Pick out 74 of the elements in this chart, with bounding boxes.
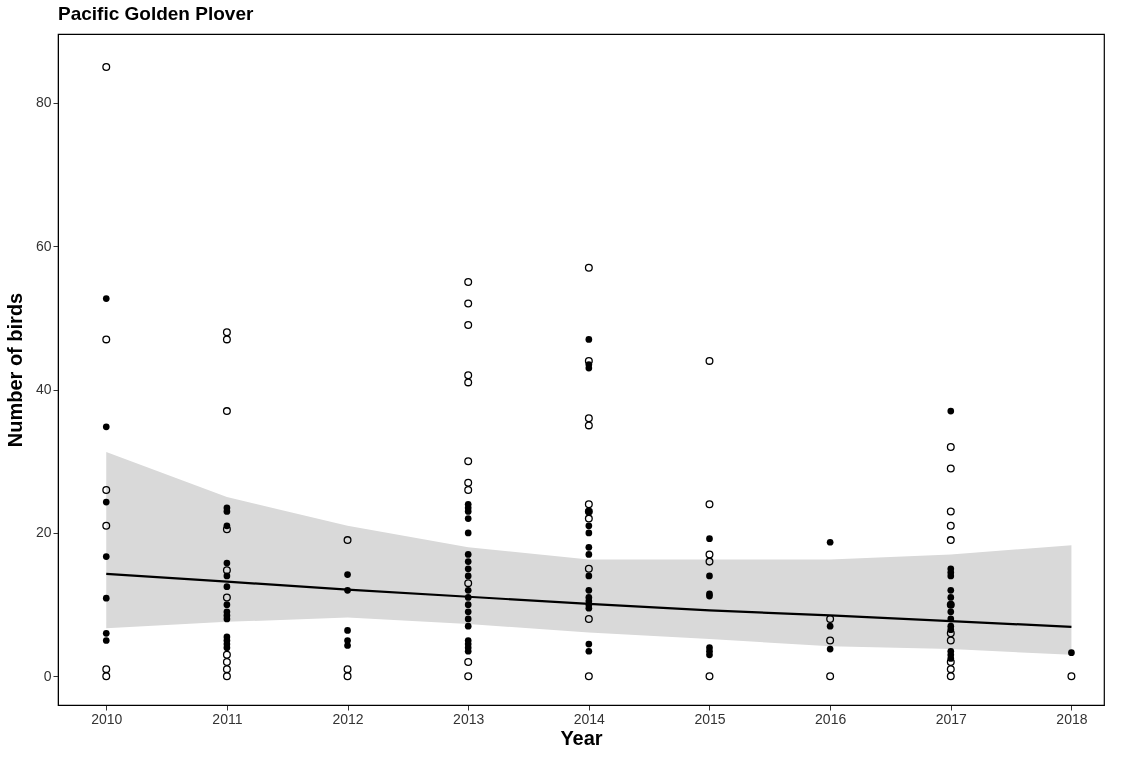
point — [584, 414, 593, 423]
point — [946, 672, 955, 681]
point — [102, 521, 111, 530]
x-tick-label: 2010 — [91, 710, 123, 727]
point — [826, 636, 835, 645]
point — [222, 566, 231, 575]
point — [464, 378, 473, 387]
point — [946, 636, 955, 645]
x-axis-title: Year — [560, 726, 603, 749]
point — [705, 557, 714, 566]
y-tick-label: 40 — [35, 381, 52, 398]
point — [584, 263, 593, 272]
point — [946, 629, 955, 638]
x-tick-label: 2015 — [694, 710, 726, 727]
point — [946, 464, 955, 473]
point — [584, 564, 593, 573]
point — [464, 299, 473, 308]
point — [584, 514, 593, 523]
point — [464, 321, 473, 330]
point — [826, 672, 835, 681]
point — [102, 335, 111, 344]
point — [102, 62, 111, 71]
x-tick-label: 2014 — [573, 710, 606, 727]
point — [584, 672, 593, 681]
point — [946, 442, 955, 451]
x-tick-label: 2018 — [1056, 710, 1088, 727]
point — [343, 536, 352, 545]
point — [584, 421, 593, 430]
point — [705, 550, 714, 559]
point — [464, 371, 473, 380]
line-series — [105, 572, 1073, 628]
y-axis-title: Number of birds — [3, 292, 26, 448]
point — [705, 500, 714, 509]
point — [222, 407, 231, 416]
chart-title: Pacific Golden Plover — [58, 3, 254, 24]
point — [464, 457, 473, 466]
point — [222, 650, 231, 659]
point — [343, 672, 352, 681]
x-tick-label: 2016 — [815, 710, 847, 727]
point — [464, 579, 473, 588]
point — [946, 521, 955, 530]
point — [946, 507, 955, 516]
y-tick-label: 60 — [35, 237, 52, 254]
point — [1067, 672, 1076, 681]
y-tick-label: 20 — [35, 524, 52, 541]
point — [102, 672, 111, 681]
point — [464, 278, 473, 287]
point — [946, 665, 955, 674]
x-tick-label: 2012 — [332, 710, 364, 727]
point — [464, 657, 473, 666]
x-tick-label: 2013 — [453, 710, 485, 727]
point — [222, 665, 231, 674]
point — [464, 485, 473, 494]
point — [584, 614, 593, 623]
point — [584, 356, 593, 365]
point — [222, 657, 231, 666]
x-tick-label: 2011 — [212, 710, 243, 727]
point — [584, 500, 593, 509]
point — [464, 478, 473, 487]
point — [464, 672, 473, 681]
point — [705, 672, 714, 681]
point — [946, 536, 955, 545]
y-tick-label: 0 — [43, 667, 52, 684]
point — [222, 593, 231, 602]
point — [222, 328, 231, 337]
point — [222, 525, 231, 534]
point — [102, 485, 111, 494]
point — [222, 335, 231, 344]
point — [705, 356, 714, 365]
point — [222, 672, 231, 681]
y-tick-label: 80 — [35, 94, 52, 111]
x-tick-label: 2017 — [935, 710, 968, 727]
point — [102, 665, 111, 674]
point — [343, 665, 352, 674]
